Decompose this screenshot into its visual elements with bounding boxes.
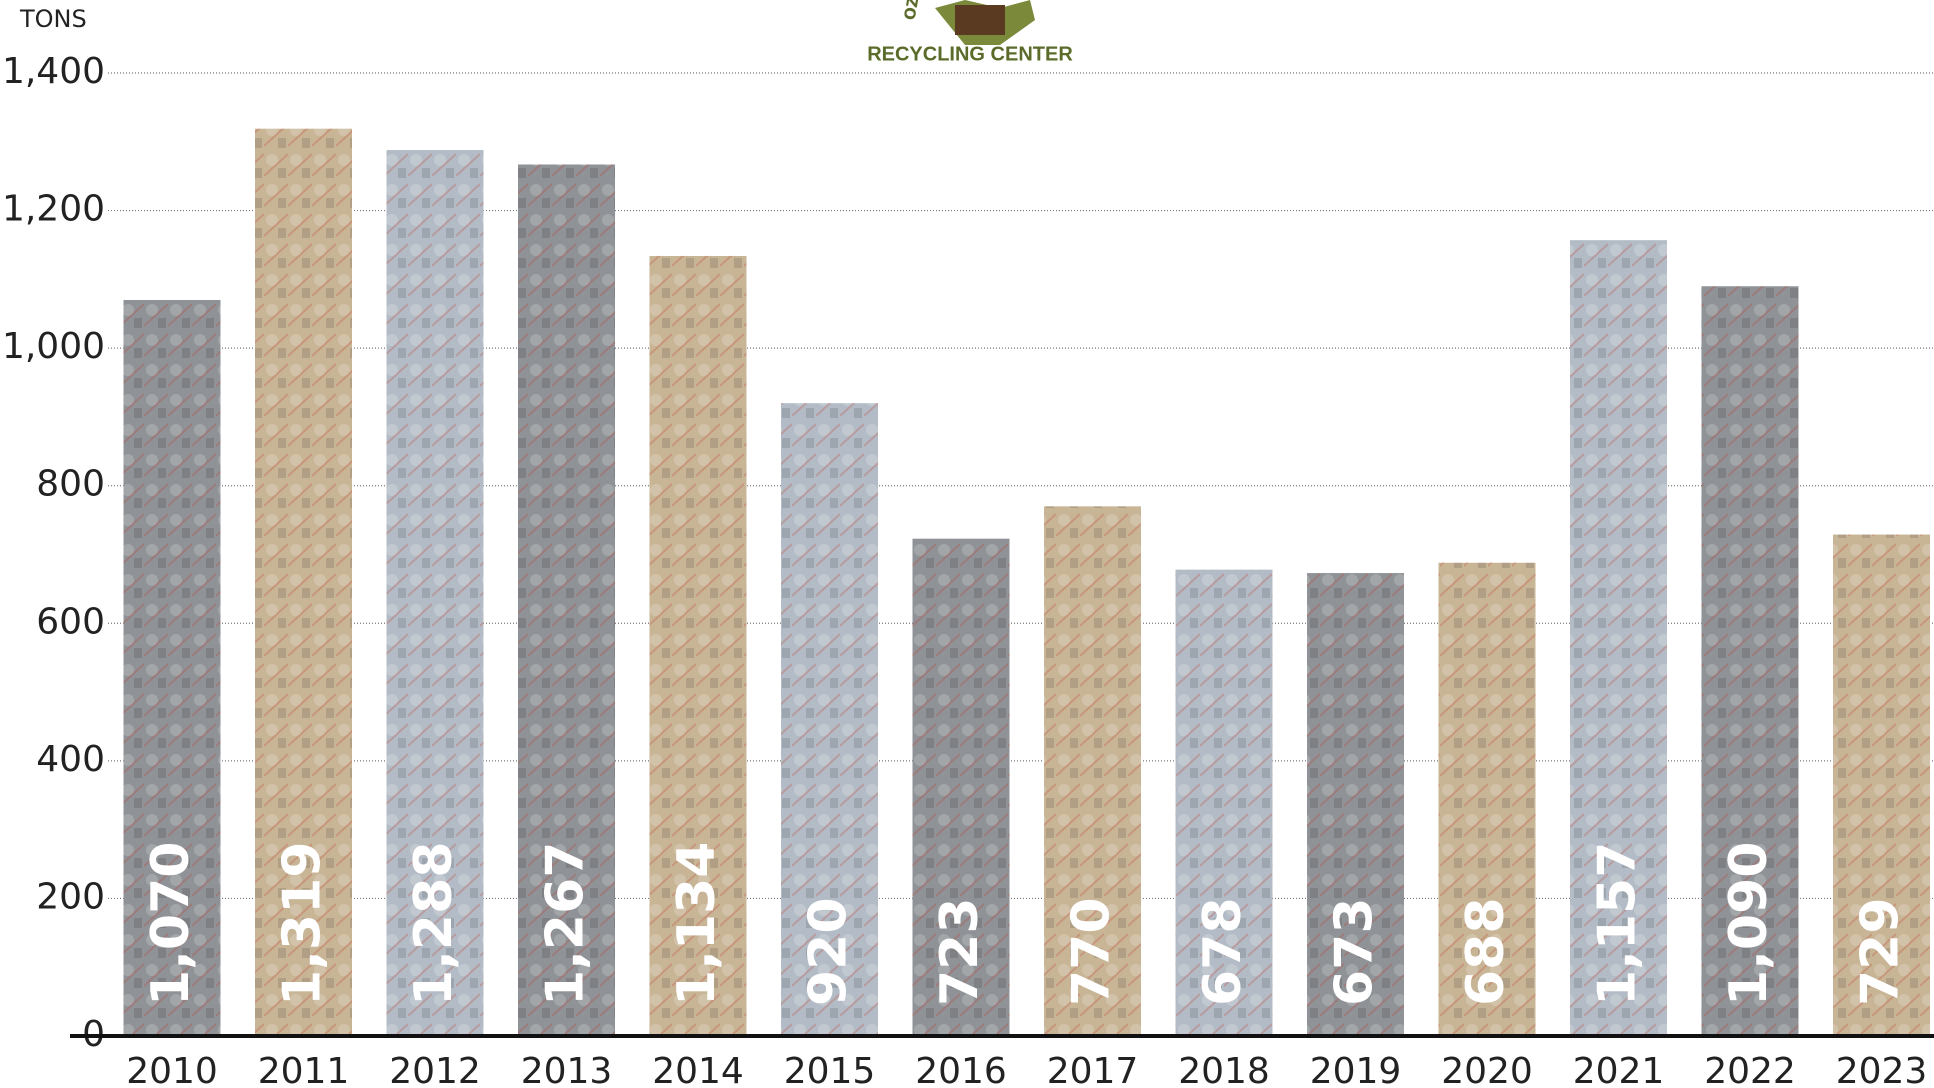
bar-texture (649, 255, 747, 1037)
y-tick-label: 200 (36, 876, 105, 917)
x-tick-label: 2022 (1704, 1051, 1796, 1088)
y-tick-label: 1,000 (2, 326, 105, 367)
x-tick-label: 2014 (652, 1051, 744, 1088)
y-tick-label: 400 (36, 739, 105, 780)
bar-texture (386, 150, 484, 1037)
bar-texture (1833, 534, 1930, 1036)
x-tick-label: 2019 (1310, 1051, 1402, 1088)
value-label: 1,319 (273, 842, 333, 1006)
value-label: 673 (1325, 897, 1385, 1006)
value-label: 1,070 (141, 842, 201, 1006)
x-tick-label: 2020 (1441, 1051, 1533, 1088)
y-axis-label: TONS (19, 5, 87, 33)
value-label: 1,267 (536, 842, 596, 1006)
logo-icon (955, 5, 1005, 35)
value-label: 723 (930, 897, 990, 1006)
value-label: 688 (1456, 897, 1516, 1006)
bar-texture (1570, 240, 1667, 1036)
value-label: 678 (1193, 897, 1253, 1006)
x-tick-label: 2016 (915, 1051, 1007, 1088)
bar-texture (123, 299, 221, 1036)
logo-top: OZARK (901, 0, 929, 21)
value-label: 1,157 (1588, 842, 1648, 1006)
bar-texture (1175, 569, 1273, 1036)
y-tick-label: 1,200 (2, 189, 105, 230)
y-tick-label: 800 (36, 464, 105, 505)
bar-texture (1307, 573, 1404, 1036)
x-tick-label: 2013 (521, 1051, 613, 1088)
x-tick-label: 2015 (784, 1051, 876, 1088)
value-label: 1,090 (1719, 842, 1779, 1006)
bar-texture (1438, 562, 1536, 1036)
logo-bottom: RECYCLING CENTER (867, 43, 1073, 65)
value-label: 920 (799, 897, 859, 1006)
value-label: 1,288 (404, 842, 464, 1006)
value-label: 1,134 (667, 842, 727, 1006)
bar-texture (255, 128, 352, 1036)
x-tick-label: 2023 (1836, 1051, 1928, 1088)
x-tick-label: 2021 (1573, 1051, 1665, 1088)
bar-texture (1701, 286, 1799, 1036)
bar-texture (912, 538, 1010, 1036)
x-tick-label: 2018 (1178, 1051, 1270, 1088)
value-label: 729 (1851, 897, 1911, 1006)
x-tick-label: 2010 (126, 1051, 218, 1088)
x-tick-label: 2011 (258, 1051, 350, 1088)
logo: OZARK RECYCLING CENTER (867, 0, 1073, 65)
y-tick-label: 600 (36, 601, 105, 642)
bar-texture (518, 164, 615, 1037)
x-tick-label: 2017 (1047, 1051, 1139, 1088)
value-label: 770 (1062, 897, 1122, 1006)
x-tick-label: 2012 (389, 1051, 481, 1088)
bar-texture (781, 403, 878, 1037)
bar-texture (1044, 506, 1141, 1037)
y-tick-label: 1,400 (2, 51, 105, 92)
